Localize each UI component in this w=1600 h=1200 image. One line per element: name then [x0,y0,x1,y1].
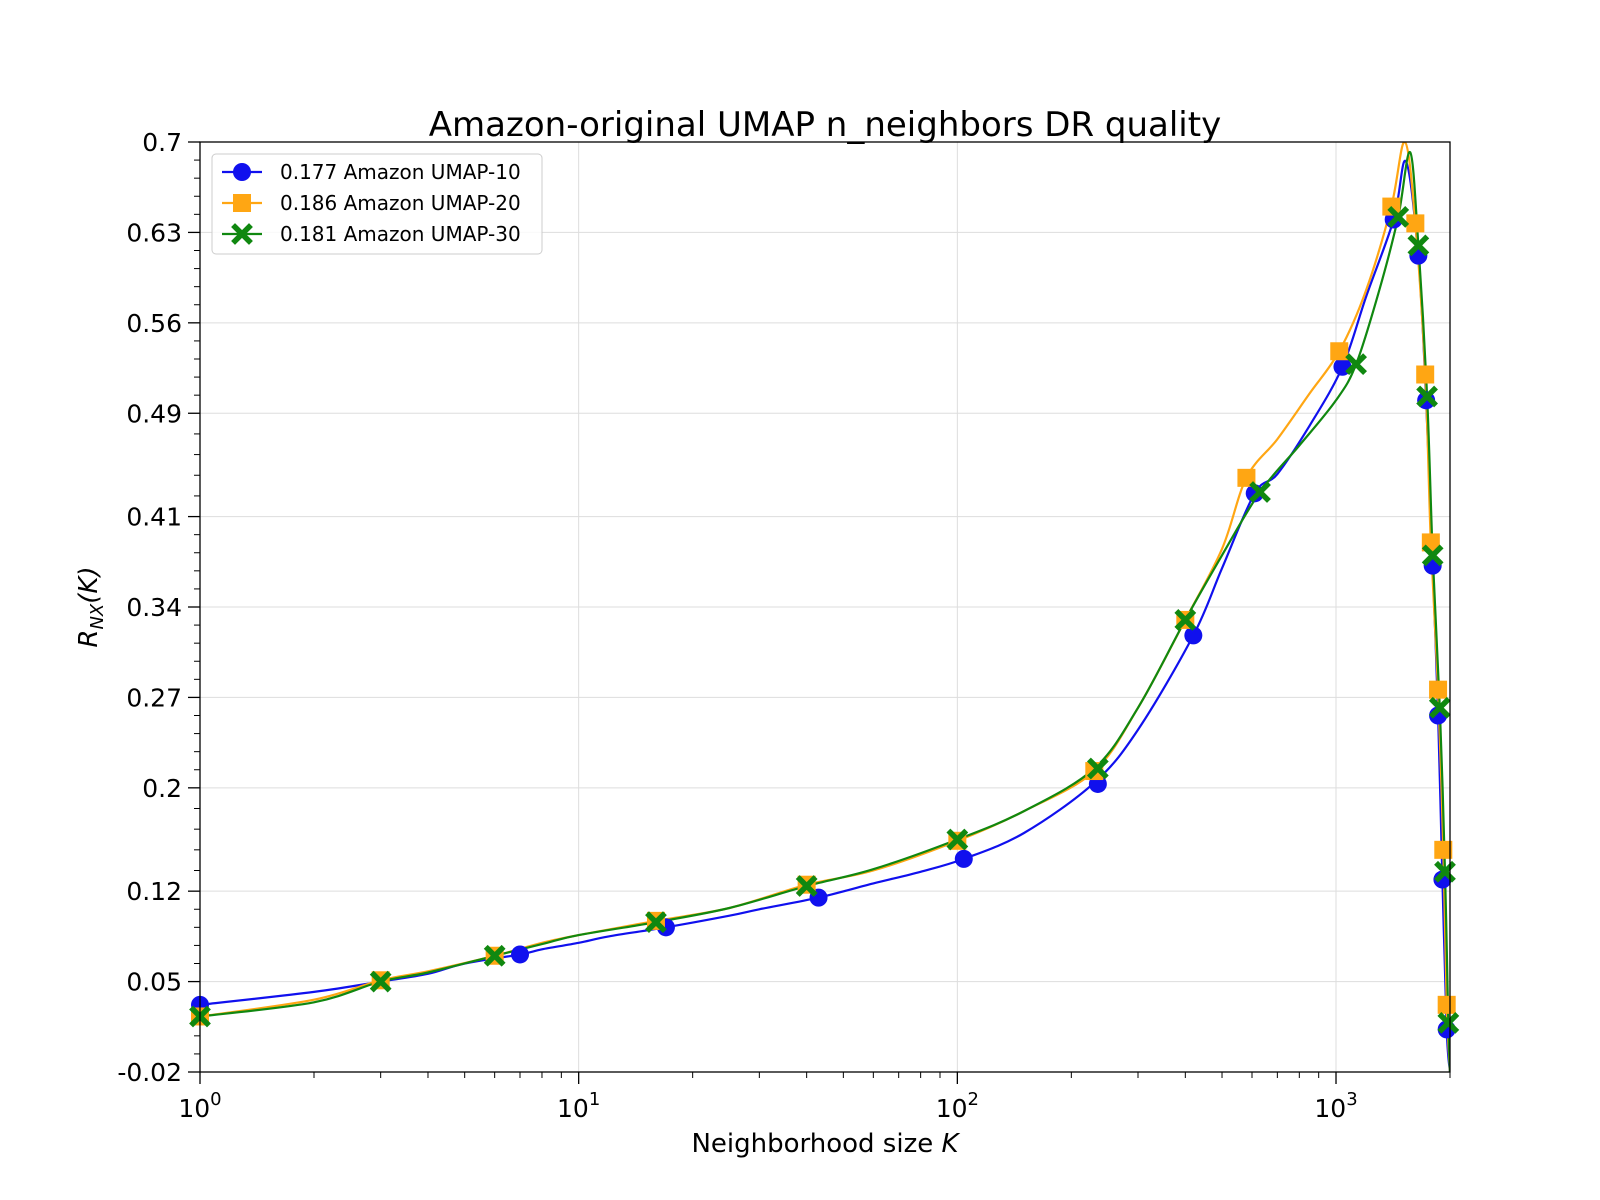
y-tick-label: -0.02 [117,1058,182,1087]
legend-box [211,153,543,255]
series-3-marker [1174,609,1197,631]
y-axis: -0.02 0.05 0.12 0.2 0.27 0.34 0.41 0.49 0.56 0.63… [117,128,200,1087]
series-3-marker [483,944,506,967]
series-1-marker [1184,626,1203,645]
series-3-marker [1437,1012,1460,1034]
plot-frame [199,141,1451,1073]
legend-marker [233,163,251,181]
legend-label: 0.186 Amazon UMAP-20 [280,191,521,215]
y-axis-label-rest: (K) [74,566,104,603]
marker-layer [189,197,1460,1039]
x-tick-label: 100 [178,1089,221,1123]
y-tick-label: 0.2 [142,774,182,803]
y-tick-label: 0.7 [142,128,182,157]
series-3-marker [1345,353,1367,376]
y-tick-label: 0.41 [126,503,182,532]
legend: 0.177 Amazon UMAP-10 0.186 Amazon UMAP-20… [211,153,543,255]
series-3-marker [1428,696,1451,719]
series-3-marker [1421,544,1444,567]
x-tick-label: 103 [1314,1089,1357,1123]
x-axis-label-italic: K [941,1129,960,1159]
legend-label: 0.181 Amazon UMAP-30 [280,222,521,246]
series-3-marker [645,911,667,934]
series-2-marker [1429,680,1448,699]
series-layer [200,142,1450,1072]
y-tick-label: 0.27 [126,683,182,712]
y-tick-label: 0.56 [126,309,182,338]
y-axis-label: RNX(K) [74,566,108,647]
y-axis-label-sub: NX [87,603,108,629]
x-axis-label-text: Neighborhood size [691,1129,941,1159]
y-tick-label: 0.05 [126,968,182,997]
legend-marker [233,194,251,212]
series-1-marker [511,945,530,964]
series-3-marker [1249,481,1271,503]
grid [199,141,1450,1073]
series-3-marker [946,828,969,851]
series-3-marker [1086,757,1109,780]
series-2-marker [1437,995,1456,1014]
chart-title: Amazon-original UMAP n_neighbors DR qual… [429,105,1221,145]
y-axis-label-main: R [74,630,104,648]
y-tick-label: 0.63 [126,218,182,247]
legend-entry: 0.177 Amazon UMAP-10 [222,160,521,184]
series-3-marker [1407,234,1430,257]
series-2-marker [1237,468,1256,487]
minor-ticks [194,159,1451,1078]
legend-entry: 0.186 Amazon UMAP-20 [222,191,521,215]
x-axis-label: Neighborhood size K [691,1129,960,1159]
series-3-marker [1416,385,1438,408]
x-tick-label: 101 [557,1089,600,1123]
series-line-3 [200,151,1450,1072]
series-3-marker [795,875,818,897]
legend-marker [231,223,253,245]
series-1-marker [954,849,973,868]
series-2-marker [1416,365,1435,384]
x-axis: 100 101 102 103 [178,1072,1358,1123]
y-tick-label: 0.34 [126,593,182,622]
series-3-marker [369,970,392,993]
series-2-marker [1330,342,1349,361]
series-2-marker [1406,214,1425,233]
legend-entry: 0.181 Amazon UMAP-30 [222,222,521,246]
y-tick-label: 0.12 [126,877,182,906]
series-2-marker [1434,840,1453,859]
series-line-1 [200,159,1450,1072]
y-tick-label: 0.49 [126,399,182,428]
legend-label: 0.177 Amazon UMAP-10 [280,160,521,184]
x-tick-label: 102 [936,1089,979,1123]
series-3-marker [1387,206,1410,228]
